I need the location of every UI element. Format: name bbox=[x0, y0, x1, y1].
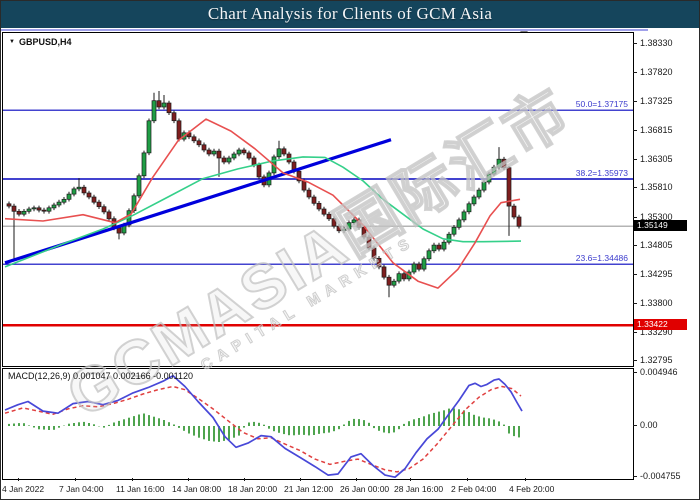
price-axis-label: 1.32795 bbox=[640, 355, 673, 366]
main-chart-plot[interactable]: ▼ GBPUSD,H4 bbox=[2, 32, 634, 367]
time-axis-label: 14 Jan 08:00 bbox=[172, 484, 222, 494]
price-axis-label: 1.33290 bbox=[640, 326, 673, 337]
price-axis-label: 1.34805 bbox=[640, 239, 673, 250]
macd-axis-label: 0.00 bbox=[640, 420, 658, 430]
symbol-label: ▼ GBPUSD,H4 bbox=[9, 37, 71, 47]
title-bar: Chart Analysis for Clients of GCM Asia bbox=[0, 0, 700, 28]
symbol-text: GBPUSD,H4 bbox=[18, 37, 72, 47]
time-axis-label: 26 Jan 00:00 bbox=[340, 484, 390, 494]
time-axis-label: 21 Jan 12:00 bbox=[284, 484, 334, 494]
macd-axis-label: 0.004946 bbox=[640, 367, 678, 378]
price-axis-label: 1.33800 bbox=[640, 297, 673, 308]
price-axis-label: 1.34295 bbox=[640, 269, 673, 280]
main-chart-canvas[interactable] bbox=[3, 33, 633, 366]
symbol-dropdown-icon[interactable]: ▼ bbox=[9, 39, 15, 45]
time-axis-label: 4 Feb 20:00 bbox=[509, 484, 555, 494]
time-axis-label: 2 Feb 04:00 bbox=[451, 484, 497, 494]
current-price-badge: 1.35149 bbox=[634, 220, 687, 231]
time-axis-label: 7 Jan 04:00 bbox=[59, 484, 104, 494]
time-axis-label: 18 Jan 20:00 bbox=[228, 484, 278, 494]
macd-panel[interactable]: MACD(12,26,9) 0.001047 0.002166 -0.00112… bbox=[2, 368, 634, 480]
title-text: Chart Analysis for Clients of GCM Asia bbox=[207, 4, 493, 23]
price-axis-label: 1.36305 bbox=[640, 154, 673, 164]
price-axis-label: 1.35810 bbox=[640, 182, 673, 193]
macd-canvas[interactable] bbox=[3, 369, 633, 479]
support-price-badge: 1.33422 bbox=[634, 319, 687, 330]
price-axis-label: 1.37325 bbox=[640, 95, 673, 106]
time-axis-label: 4 Jan 2022 bbox=[2, 484, 45, 494]
time-axis-label: 28 Jan 16:00 bbox=[394, 484, 444, 494]
price-axis-label: 1.35300 bbox=[640, 211, 673, 222]
price-axis-label: 1.37820 bbox=[640, 67, 673, 78]
macd-axis-label: -0.004755 bbox=[640, 470, 681, 481]
price-axis-label: 1.36815 bbox=[640, 124, 673, 135]
macd-indicator-label: MACD(12,26,9) 0.001047 0.002166 -0.00112… bbox=[8, 371, 193, 381]
price-axis-label: 1.38330 bbox=[640, 38, 673, 48]
time-axis-label: 11 Jan 16:00 bbox=[116, 484, 165, 494]
fib-top-level-line bbox=[0, 29, 648, 31]
